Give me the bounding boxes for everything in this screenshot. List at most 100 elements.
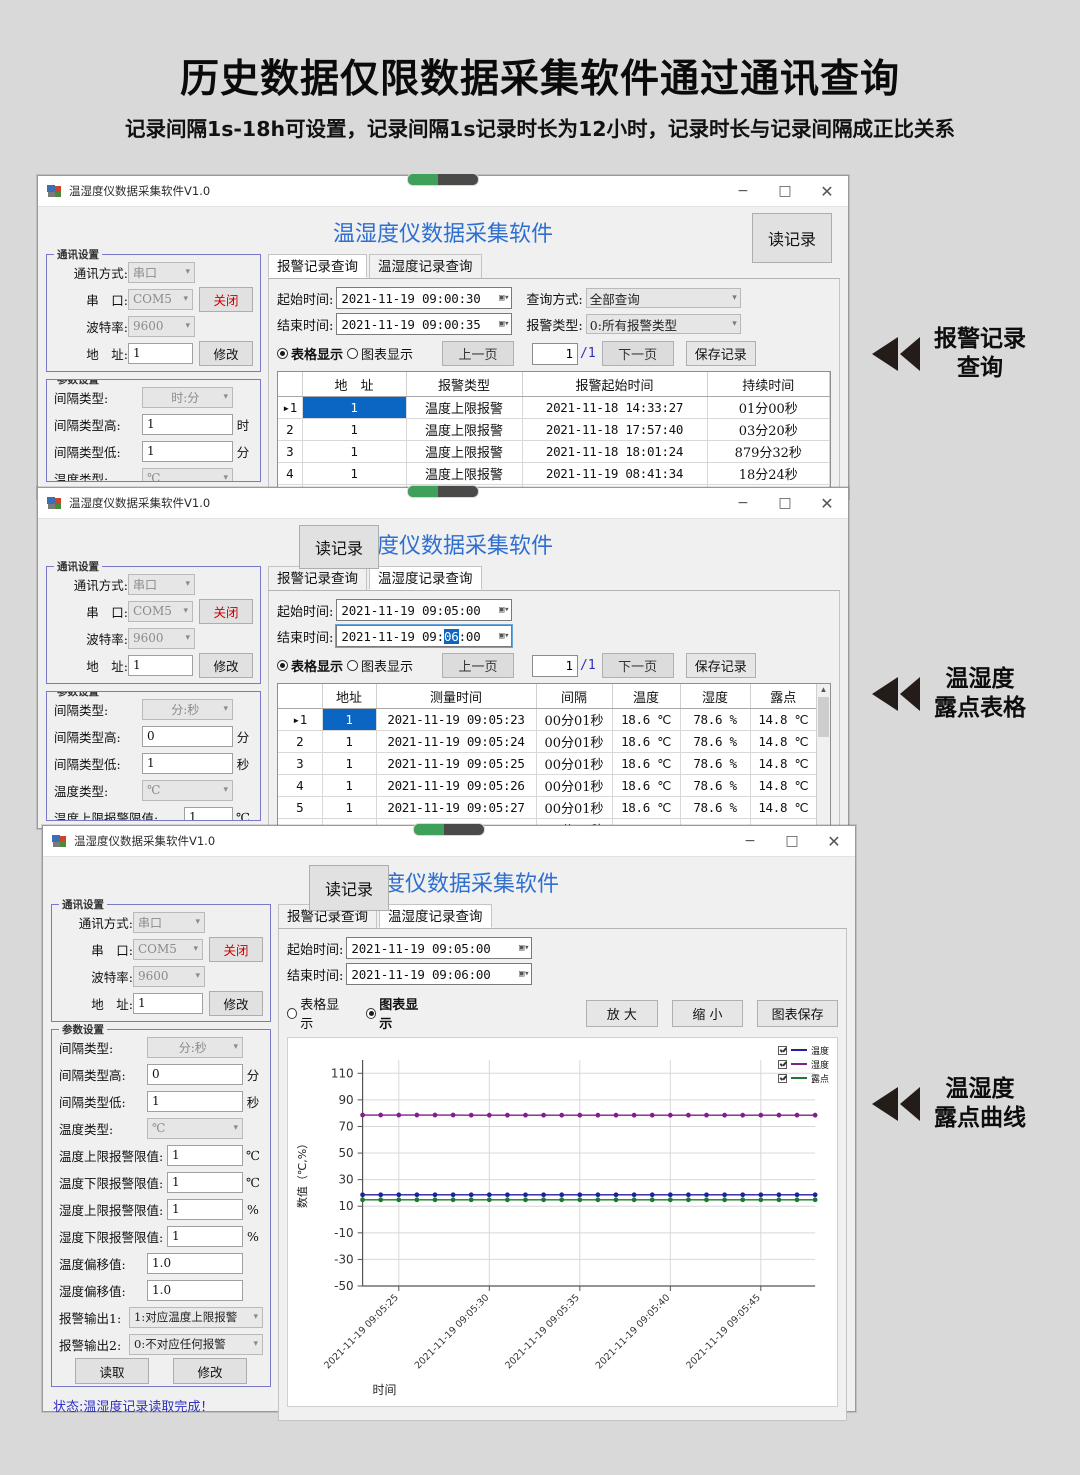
table-cell[interactable]: 2 — [278, 730, 323, 753]
table-cell[interactable]: 4 — [278, 774, 323, 797]
alarm-out2-select[interactable]: 0:不对应任何报警 ▾ — [129, 1333, 263, 1355]
column-header[interactable]: 测量时间 — [376, 684, 537, 709]
temp-hi-input[interactable]: 1 — [184, 806, 233, 820]
chart-display-radio[interactable]: 图表显示 — [366, 994, 427, 1032]
temp-type-select[interactable]: ℃ ▾ — [142, 467, 233, 481]
th-chart[interactable]: 110 90 70 50 30 10 -10 -30 -50 2021-11-19 09:05:2… — [287, 1037, 838, 1407]
interval-type-select[interactable]: 分:秒 ▾ — [147, 1036, 243, 1058]
start-time-picker[interactable]: 2021-11-19 09:05:00 ▣▾ — [336, 599, 513, 621]
maximize-icon[interactable]: □ — [778, 183, 792, 199]
tab-th-query[interactable]: 温湿度记录查询 — [369, 566, 482, 590]
temp-type-select[interactable]: ℃ ▾ — [142, 779, 233, 801]
table-cell[interactable]: 00分01秒 — [536, 752, 613, 775]
close-icon[interactable]: ✕ — [820, 181, 834, 201]
table-row[interactable]: 2 1 2021-11-19 09:05:24 00分01秒 18.6 ℃ 78.6 % 1… — [278, 730, 817, 753]
table-cell[interactable]: 温度上限报警 — [406, 462, 523, 485]
scroll-pill-icon[interactable] — [407, 173, 479, 186]
table-cell[interactable]: 3 — [278, 752, 323, 775]
table-cell[interactable]: 18.6 ℃ — [612, 796, 681, 819]
end-time-picker[interactable]: 2021-11-19 09:06:00▣▾ — [335, 624, 514, 648]
table-cell[interactable]: 00分01秒 — [536, 774, 613, 797]
table-cell[interactable]: 14.8 ℃ — [750, 708, 817, 731]
table-cell[interactable]: 2021-11-18 18:01:24 — [522, 440, 708, 463]
tab-alarm-query[interactable]: 报警记录查询 — [278, 904, 377, 928]
table-cell[interactable]: 1 — [322, 774, 377, 797]
next-page-button[interactable]: 下一页 — [601, 653, 674, 678]
th-records-grid[interactable]: 地址 测量时间 间隔 温度 湿度 露点 ▸1 1 2021-11-19 09:05:23 00分… — [277, 683, 831, 833]
comm-baud-select[interactable]: 9600 ▾ — [128, 627, 195, 649]
table-row[interactable]: ▸1 1 2021-11-19 09:05:23 00分01秒 18.6 ℃ 78.6 %… — [278, 708, 817, 731]
end-time-picker[interactable]: 2021-11-19 09:06:00▣▾ — [346, 963, 533, 985]
table-cell[interactable]: 3 — [278, 440, 303, 463]
interval-high-input[interactable]: 0 — [142, 725, 233, 747]
column-header[interactable]: 地 址 — [302, 372, 407, 397]
close-icon[interactable]: ✕ — [820, 493, 834, 513]
table-cell[interactable]: 1 — [322, 752, 377, 775]
zoom-out-button[interactable]: 缩 小 — [671, 999, 744, 1027]
table-cell[interactable]: 2021-11-19 08:41:34 — [522, 462, 708, 485]
table-cell[interactable]: 18.6 ℃ — [612, 774, 681, 797]
table-cell[interactable]: 78.6 % — [680, 774, 751, 797]
legend-item[interactable]: 湿度 — [777, 1058, 829, 1071]
table-cell[interactable]: 14.8 ℃ — [750, 752, 817, 775]
table-row[interactable]: 5 1 2021-11-19 09:05:27 00分01秒 18.6 ℃ 78.6 % 1… — [278, 796, 817, 819]
table-cell[interactable]: 03分20秒 — [707, 418, 830, 441]
column-header[interactable]: 报警类型 — [406, 372, 523, 397]
hum-offset-input[interactable]: 1.0 — [147, 1279, 243, 1301]
read-records-button[interactable]: 读记录 — [299, 525, 379, 569]
chart-display-radio[interactable]: 图表显示 — [347, 344, 413, 363]
scroll-pill-icon[interactable] — [413, 823, 485, 836]
table-cell[interactable]: 18.6 ℃ — [612, 752, 681, 775]
table-cell[interactable]: 00分01秒 — [536, 708, 613, 731]
chart-display-radio[interactable]: 图表显示 — [347, 656, 413, 675]
tab-th-query[interactable]: 温湿度记录查询 — [379, 904, 492, 928]
table-cell[interactable]: 1 — [302, 462, 407, 485]
table-cell[interactable]: 1 — [322, 796, 377, 819]
hum-lo-input[interactable]: 1 — [167, 1225, 243, 1247]
table-display-radio[interactable]: 表格显示 — [277, 656, 343, 675]
column-header[interactable] — [278, 372, 303, 397]
table-cell[interactable]: 01分00秒 — [707, 396, 830, 419]
checkbox-icon[interactable] — [777, 1073, 787, 1083]
grid-vertical-scrollbar[interactable]: ▲ — [816, 684, 830, 832]
table-row[interactable]: 4 1 温度上限报警 2021-11-19 08:41:34 18分24秒 — [278, 462, 830, 485]
table-display-radio[interactable]: 表格显示 — [287, 994, 348, 1032]
table-cell[interactable]: 温度上限报警 — [406, 440, 523, 463]
comm-addr-input[interactable]: 1 — [133, 992, 203, 1014]
table-cell[interactable]: ▸1 — [278, 708, 323, 731]
table-cell[interactable]: 1 — [322, 708, 377, 731]
tab-alarm-query[interactable]: 报警记录查询 — [268, 254, 367, 278]
table-row[interactable]: 3 1 温度上限报警 2021-11-18 18:01:24 879分32秒 — [278, 440, 830, 463]
table-cell[interactable]: 18分24秒 — [707, 462, 830, 485]
page-number-input[interactable]: 1 — [532, 342, 579, 365]
table-cell[interactable]: 5 — [278, 796, 323, 819]
save-records-button[interactable]: 保存记录 — [685, 653, 756, 678]
legend-item[interactable]: 温度 — [777, 1044, 829, 1057]
comm-modify-button[interactable]: 修改 — [199, 340, 253, 366]
table-cell[interactable]: 00分01秒 — [536, 796, 613, 819]
table-row[interactable]: ▸1 1 温度上限报警 2021-11-18 14:33:27 01分00秒 — [278, 396, 830, 419]
checkbox-icon[interactable] — [777, 1059, 787, 1069]
interval-low-input[interactable]: 1 — [142, 752, 233, 774]
table-cell[interactable]: 4 — [278, 462, 303, 485]
column-header[interactable]: 露点 — [750, 684, 817, 709]
save-records-button[interactable]: 保存记录 — [685, 341, 756, 366]
comm-port-select[interactable]: COM5 ▾ — [128, 600, 193, 622]
table-cell[interactable]: 2021-11-19 09:05:25 — [376, 752, 537, 775]
table-cell[interactable]: 2021-11-18 17:57:40 — [522, 418, 708, 441]
table-cell[interactable]: 00分01秒 — [536, 730, 613, 753]
table-cell[interactable]: 1 — [302, 418, 407, 441]
column-header[interactable]: 湿度 — [680, 684, 751, 709]
comm-port-select[interactable]: COM5 ▾ — [128, 288, 193, 310]
close-port-button[interactable]: 关闭 — [199, 598, 253, 624]
table-cell[interactable]: 78.6 % — [680, 730, 751, 753]
legend-item[interactable]: 露点 — [777, 1072, 829, 1085]
zoom-in-button[interactable]: 放 大 — [586, 999, 658, 1027]
start-time-picker[interactable]: 2021-11-19 09:05:00 ▣▾ — [346, 937, 533, 959]
maximize-icon[interactable]: □ — [785, 833, 799, 849]
comm-baud-select[interactable]: 9600 ▾ — [128, 315, 195, 337]
table-cell[interactable]: 1 — [302, 396, 407, 419]
table-cell[interactable]: 78.6 % — [680, 796, 751, 819]
table-cell[interactable]: 78.6 % — [680, 752, 751, 775]
comm-addr-input[interactable]: 1 — [128, 654, 193, 676]
